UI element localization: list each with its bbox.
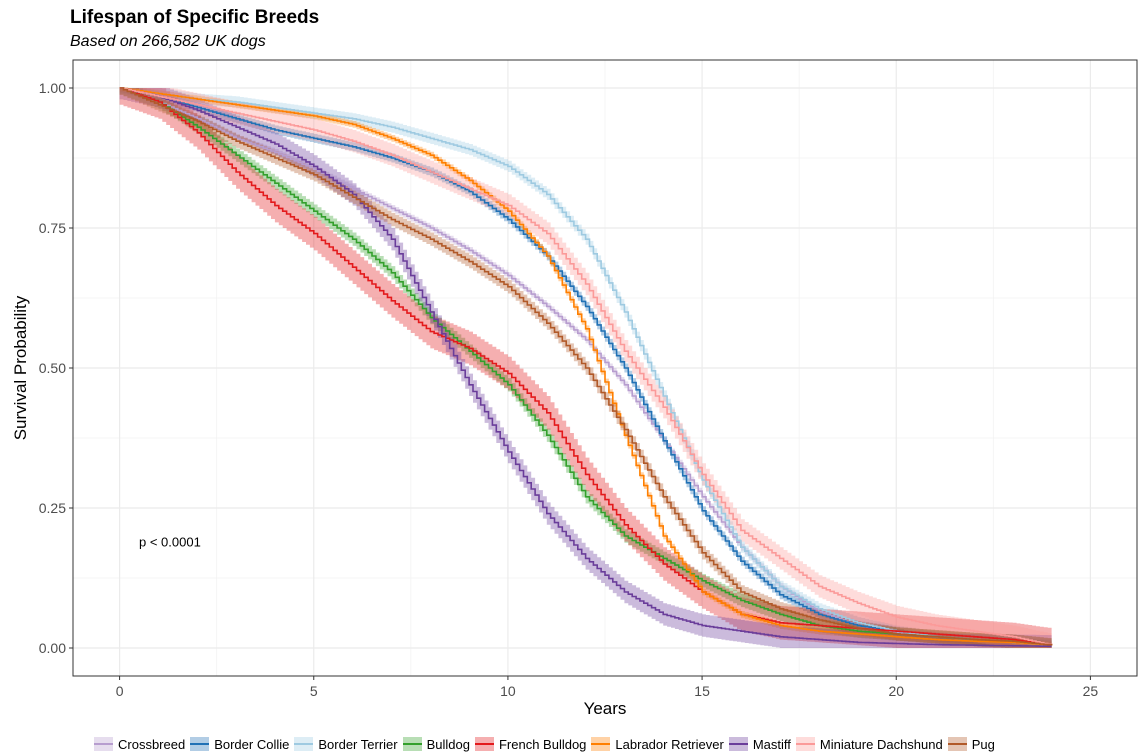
- survival-curve: [119, 87, 1053, 646]
- survival-curve: [119, 87, 1053, 646]
- x-tick-label: 15: [694, 683, 710, 699]
- legend-item: Pug: [947, 736, 995, 752]
- legend-item: Mastiff: [728, 736, 791, 752]
- legend-label: Pug: [971, 736, 995, 752]
- legend-item: Bulldog: [402, 736, 470, 752]
- legend-key: [947, 737, 967, 751]
- survival-curve: [119, 87, 1053, 646]
- legend-key: [94, 737, 113, 751]
- legend-item: French Bulldog: [474, 736, 587, 752]
- x-axis-title: Years: [584, 699, 627, 718]
- x-tick-label: 10: [500, 683, 516, 699]
- legend-item: Border Terrier: [294, 736, 398, 752]
- legend-key: [728, 737, 748, 751]
- legend-label: Border Terrier: [318, 736, 398, 752]
- grid-lines: [73, 60, 1137, 676]
- x-tick-label: 5: [310, 683, 318, 699]
- legend-item: Crossbreed: [94, 737, 185, 752]
- chart-subtitle: Based on 266,582 UK dogs: [70, 33, 266, 50]
- legend-label: Miniature Dachshund: [819, 736, 943, 752]
- legend-key: [474, 737, 494, 751]
- legend-key: [795, 737, 815, 751]
- legend-item: Border Collie: [190, 737, 289, 752]
- y-tick-label: 1.00: [39, 80, 66, 96]
- legend-label: Labrador Retriever: [615, 736, 724, 752]
- legend-item: Labrador Retriever: [591, 736, 724, 752]
- p-value-annotation: p < 0.0001: [139, 535, 201, 550]
- x-tick-label: 0: [116, 683, 124, 699]
- x-tick-label: 20: [888, 683, 904, 699]
- x-tick-label: 25: [1083, 683, 1099, 699]
- survival-chart: 0 5 10 15 20 25 0.00 0.25 0.50 0.75 1.00 p < 0.000…: [11, 59, 1138, 718]
- survival-curve: [119, 87, 1052, 648]
- chart-legend: Crossbreed Border Collie Border Terrier Bul…: [94, 734, 1000, 754]
- axis-ticks: 0 5 10 15 20 25 0.00 0.25 0.50 0.75 1.00: [39, 80, 1099, 699]
- legend-label: Bulldog: [426, 736, 470, 752]
- legend-key: [190, 737, 210, 751]
- survival-curve: [119, 87, 1053, 646]
- survival-curves: [119, 87, 1053, 648]
- legend-label: French Bulldog: [498, 736, 587, 752]
- y-tick-label: 0.75: [39, 220, 66, 236]
- survival-curve: [119, 87, 1053, 646]
- legend-key: [294, 737, 314, 751]
- legend-label: Mastiff: [752, 736, 791, 752]
- y-tick-label: 0.00: [39, 640, 66, 656]
- legend-label: Crossbreed: [118, 736, 186, 752]
- legend-key: [591, 737, 611, 751]
- chart-title: Lifespan of Specific Breeds: [70, 7, 320, 28]
- y-tick-label: 0.50: [39, 360, 66, 376]
- legend-item: Miniature Dachshund: [795, 736, 943, 752]
- legend-key: [402, 737, 422, 751]
- legend-label: Border Collie: [214, 736, 290, 752]
- y-tick-label: 0.25: [39, 500, 66, 516]
- y-axis-title: Survival Probability: [11, 295, 30, 440]
